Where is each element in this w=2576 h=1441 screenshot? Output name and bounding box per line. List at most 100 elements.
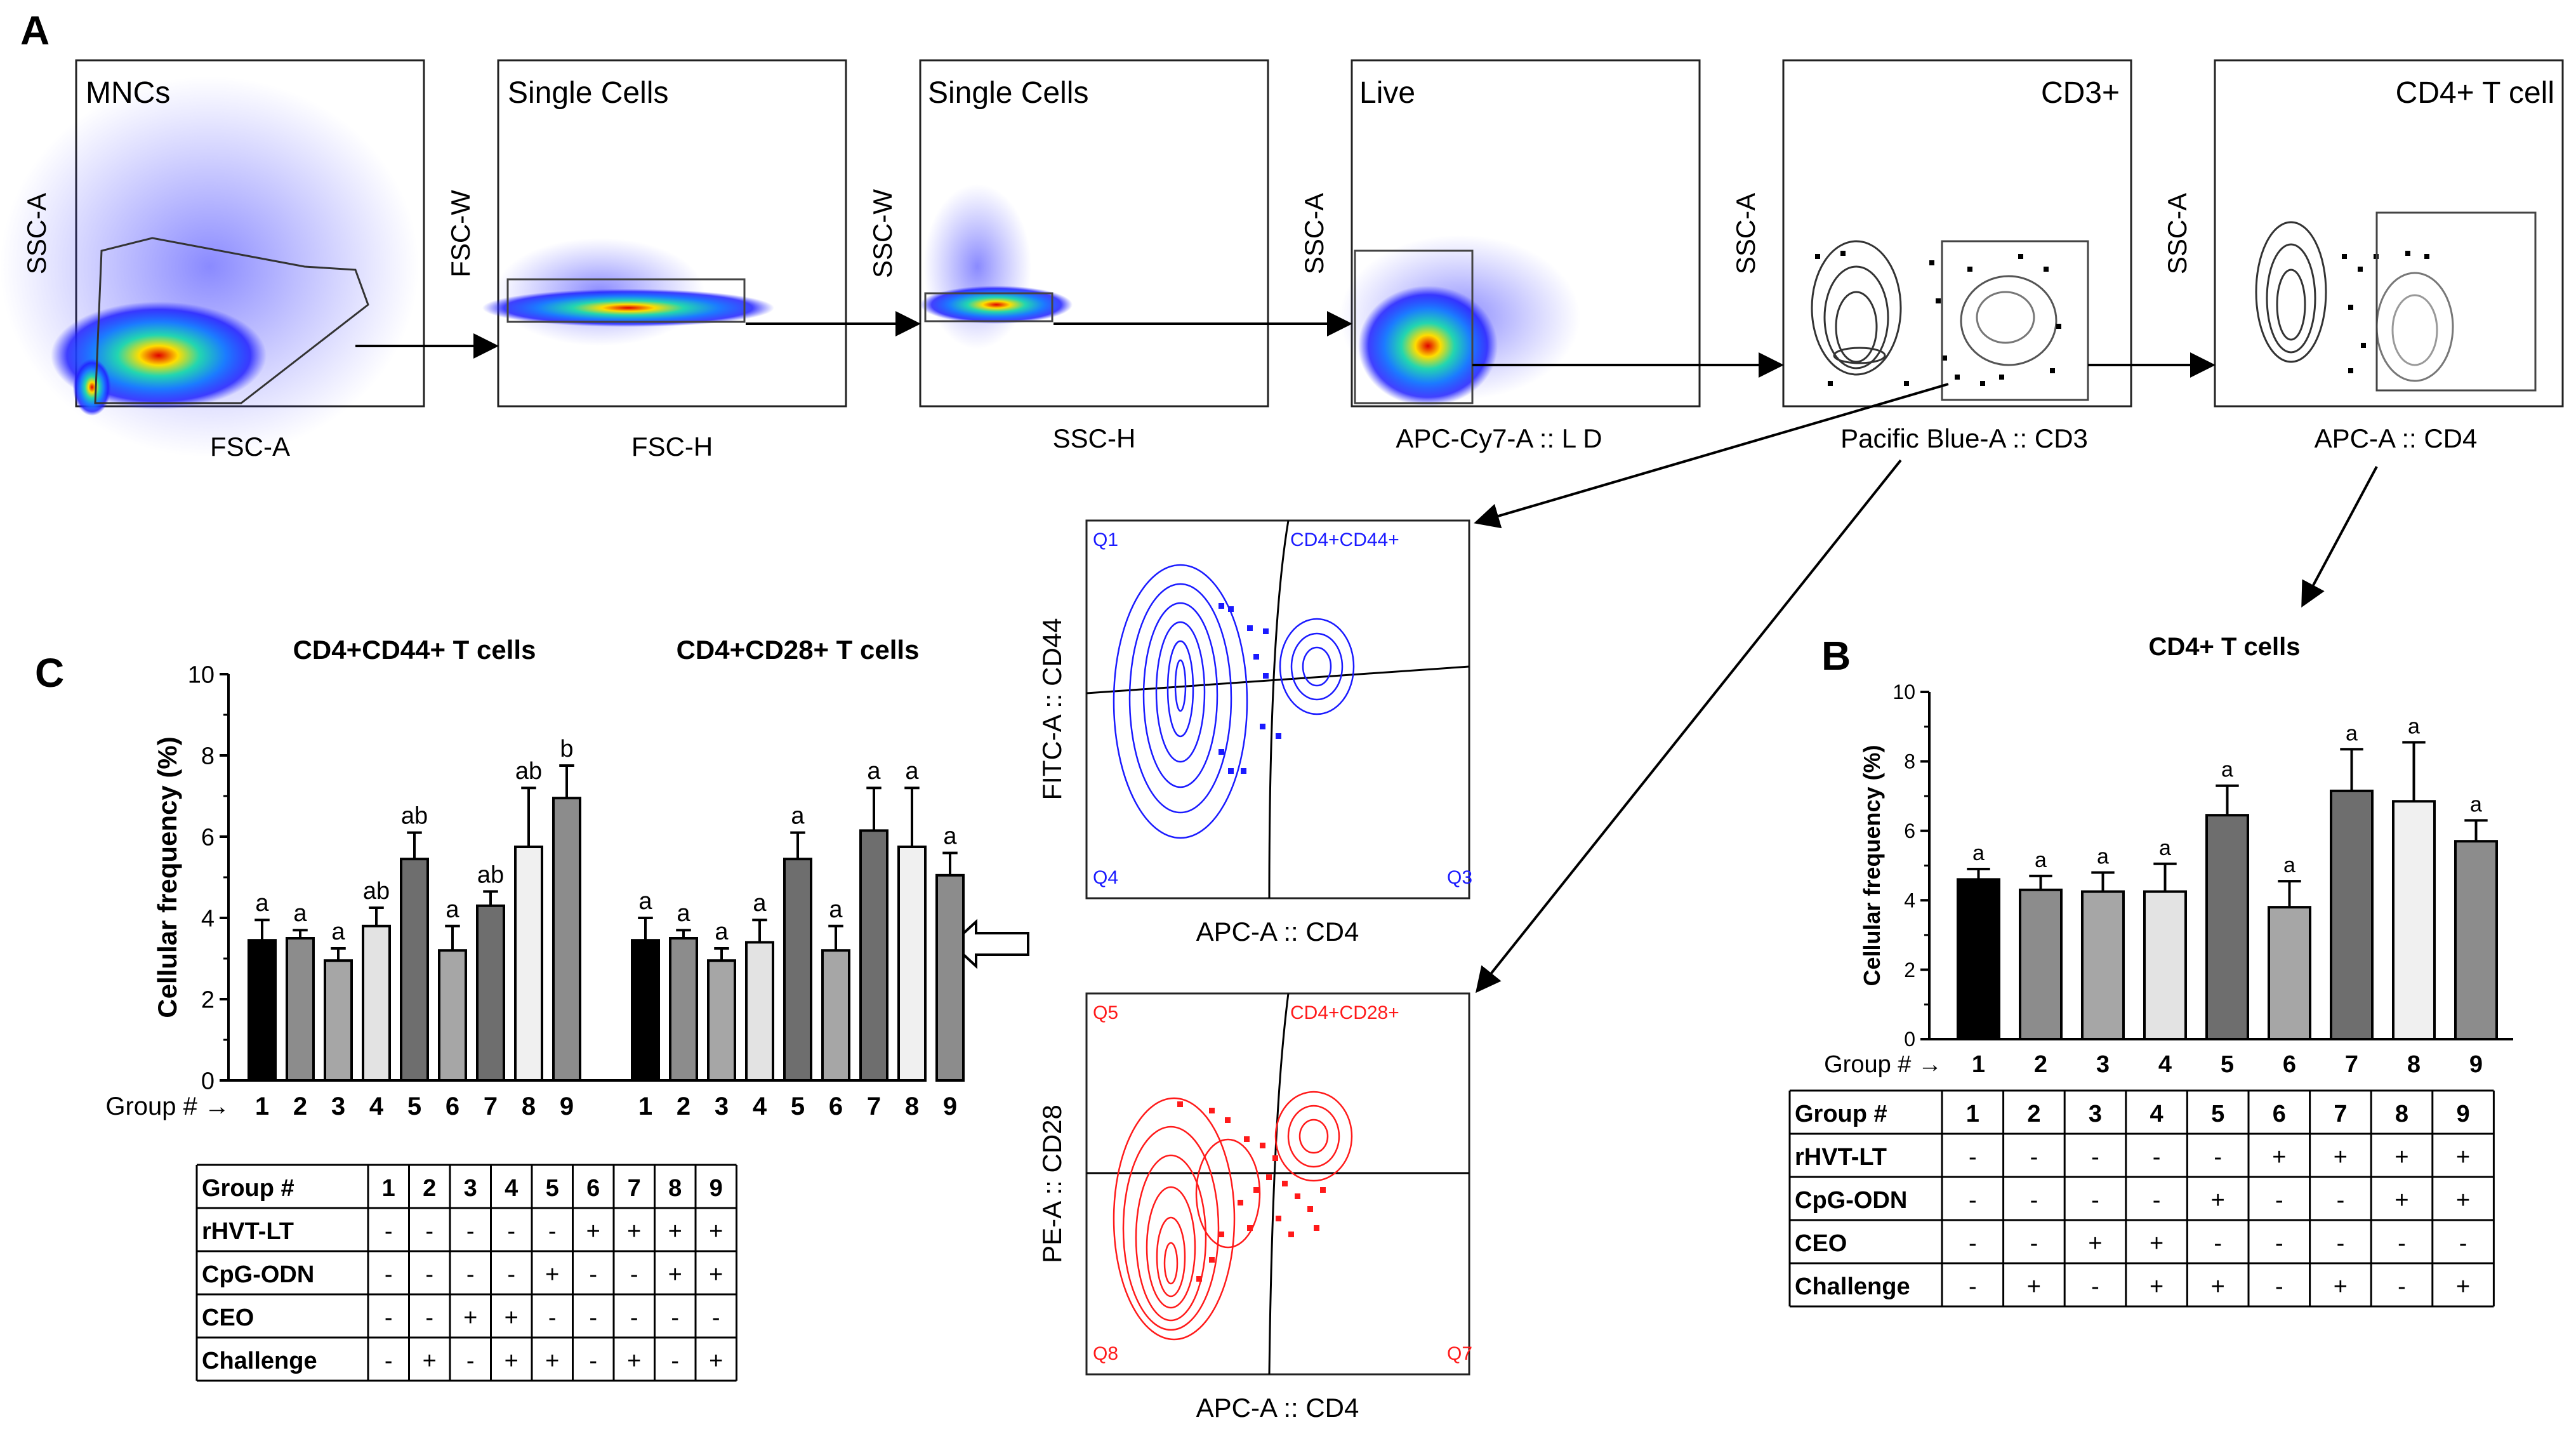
- quadrant-label: Q3: [1447, 867, 1472, 888]
- table-row-header: CEO: [1795, 1230, 1847, 1257]
- table-cell: -: [466, 1261, 475, 1288]
- significance-letter: a: [715, 919, 729, 945]
- significance-letter: a: [2035, 848, 2047, 872]
- table-cell: +: [2211, 1273, 2225, 1300]
- table-cell: -: [2398, 1273, 2406, 1300]
- flow-panel-title: Single Cells: [508, 76, 668, 110]
- table-cell: +: [2272, 1144, 2286, 1171]
- significance-letter: a: [2283, 853, 2295, 877]
- y-axis-label: Cellular frequency (%): [1859, 745, 1885, 986]
- table-cell: -: [630, 1261, 638, 1288]
- table-cell: +: [668, 1218, 682, 1245]
- table-cell: -: [385, 1348, 393, 1374]
- y-tick-label: 0: [1904, 1028, 1915, 1051]
- significance-letter: a: [446, 896, 459, 923]
- significance-letter: ab: [477, 861, 504, 888]
- bar: [2330, 789, 2374, 1041]
- significance-letter: a: [2221, 758, 2233, 782]
- table-cell: -: [2275, 1273, 2283, 1300]
- table-cell: 1: [382, 1175, 395, 1202]
- flow-panel-single-cells-1: Single Cells FSC-H FSC-W: [446, 59, 847, 462]
- flow-panel-mncs: MNCs FSC-A SSC-A: [0, 59, 425, 462]
- table-cell: -: [425, 1261, 433, 1288]
- y-tick-label: 10: [188, 661, 215, 688]
- table-cell: +: [2334, 1273, 2348, 1300]
- table-cell: 4: [2150, 1101, 2163, 1127]
- quad-plot-cd44: Q1 Q4 Q3 CD4+CD44+ APC-A :: CD4 FITC-A :…: [1037, 519, 1472, 946]
- table-row-header: CpG-ODN: [1795, 1187, 1907, 1214]
- table-row-header: rHVT-LT: [1795, 1144, 1887, 1171]
- table-cell: 5: [2211, 1101, 2224, 1127]
- x-tick-label: 4: [2158, 1051, 2172, 1078]
- x-tick-label: 3: [715, 1092, 729, 1120]
- table-cell: +: [2334, 1144, 2348, 1171]
- bar: [2205, 814, 2249, 1041]
- table-cell: -: [466, 1348, 475, 1374]
- table-cell: +: [2456, 1144, 2470, 1171]
- quadrant-label: Q5: [1093, 1002, 1118, 1023]
- y-tick-label: 6: [1904, 820, 1915, 842]
- x-tick-label: 9: [943, 1092, 957, 1120]
- table-row-header: CpG-ODN: [202, 1261, 314, 1288]
- table-cell: 3: [464, 1175, 477, 1202]
- panel-label-a: A: [20, 8, 50, 53]
- x-tick-label: 4: [369, 1092, 384, 1120]
- table-row-header: rHVT-LT: [202, 1218, 294, 1245]
- significance-letter: a: [829, 896, 843, 923]
- x-tick-label: 3: [331, 1092, 345, 1120]
- x-tick-label: 9: [2469, 1051, 2483, 1078]
- table-cell: 8: [2395, 1101, 2408, 1127]
- hollow-arrow-icon: [950, 919, 1029, 969]
- table-cell: -: [2214, 1144, 2222, 1171]
- panel-label-c: C: [35, 650, 64, 696]
- quad-plot-cd28: Q5 Q8 Q7 CD4+CD28+ APC-A :: CD4 PE-A :: …: [1037, 992, 1472, 1423]
- x-tick-label: 7: [484, 1092, 498, 1120]
- x-tick-label: 2: [677, 1092, 690, 1120]
- table-cell: +: [545, 1261, 559, 1288]
- x-tick-label: 1: [638, 1092, 652, 1120]
- bar: [707, 959, 736, 1082]
- flow-panel-ylabel: SSC-W: [868, 189, 897, 278]
- flow-panel-ylabel: SSC-A: [1731, 193, 1760, 274]
- chart-panel-c: 0 2 4 6 8 10 Cellular frequency (%) CD4+CD44+ T…: [105, 635, 965, 1120]
- table-cell: -: [2091, 1273, 2099, 1300]
- quad-plot-ylabel: FITC-A :: CD44: [1037, 618, 1067, 800]
- table-cell: -: [1969, 1144, 1977, 1171]
- series-title: CD4+CD28+ T cells: [677, 635, 920, 665]
- bar: [631, 939, 660, 1082]
- table-row-header: CEO: [202, 1305, 254, 1331]
- table-cell: -: [548, 1218, 557, 1245]
- table-cell: -: [2030, 1187, 2038, 1214]
- table-cell: +: [2150, 1230, 2163, 1257]
- table-cell: +: [2088, 1230, 2102, 1257]
- table-cell: -: [466, 1218, 475, 1245]
- table-cell: +: [505, 1348, 519, 1374]
- y-tick-label: 8: [201, 743, 215, 769]
- table-cell: -: [671, 1348, 679, 1374]
- x-tick-label: 8: [522, 1092, 536, 1120]
- table-cell: +: [2027, 1273, 2041, 1300]
- group-axis-label: Group # →: [1824, 1051, 1942, 1078]
- table-cell: -: [630, 1305, 638, 1331]
- flow-panel-xlabel: APC-A :: CD4: [2315, 423, 2478, 453]
- significance-letter: b: [560, 736, 573, 762]
- table-cell: 6: [586, 1175, 600, 1202]
- flow-panel-ylabel: FSC-W: [446, 190, 475, 277]
- table-cell: 6: [2273, 1101, 2286, 1127]
- table-cell: -: [2030, 1230, 2038, 1257]
- table-row-header: Group #: [1795, 1101, 1887, 1127]
- table-cell: -: [1969, 1273, 1977, 1300]
- flow-panel-xlabel: SSC-H: [1053, 423, 1136, 453]
- table-cell: 8: [668, 1175, 682, 1202]
- y-tick-label: 4: [201, 905, 215, 932]
- x-tick-label: 4: [753, 1092, 767, 1120]
- table-cell: +: [2456, 1273, 2470, 1300]
- y-tick-label: 2: [201, 986, 215, 1013]
- table-cell: 3: [2089, 1101, 2102, 1127]
- table-cell: +: [627, 1348, 641, 1374]
- x-tick-label: 7: [2345, 1051, 2358, 1078]
- table-cell: -: [2275, 1187, 2283, 1214]
- flow-panel-single-cells-2: Single Cells SSC-H SSC-W: [868, 59, 1269, 453]
- table-cell: -: [2459, 1230, 2467, 1257]
